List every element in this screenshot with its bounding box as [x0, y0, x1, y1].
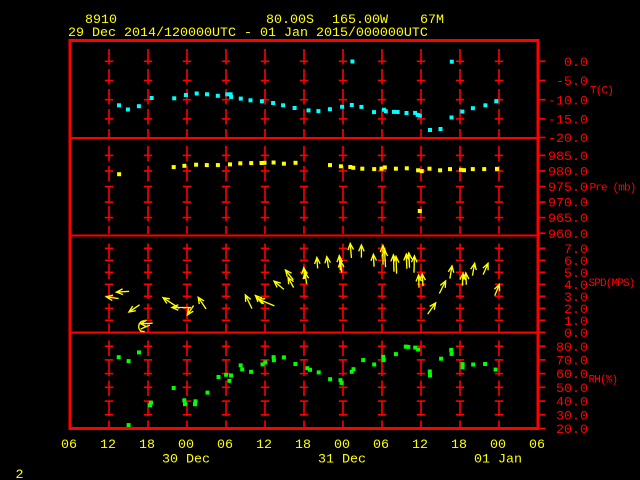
- svg-text:80.00S: 80.00S: [266, 13, 314, 28]
- svg-text:18: 18: [451, 438, 467, 453]
- svg-text:00: 00: [334, 438, 350, 453]
- svg-text:Pre (mb): Pre (mb): [590, 182, 636, 194]
- svg-text:12: 12: [256, 438, 272, 453]
- svg-text:40.0: 40.0: [556, 396, 588, 411]
- svg-text:960.0: 960.0: [548, 228, 588, 243]
- svg-text:0.0: 0.0: [564, 56, 588, 71]
- svg-text:80.0: 80.0: [556, 341, 588, 356]
- svg-text:31 Dec: 31 Dec: [318, 452, 366, 467]
- svg-text:-5.0: -5.0: [556, 75, 588, 90]
- svg-text:980.0: 980.0: [548, 166, 588, 181]
- svg-text:06: 06: [217, 438, 233, 453]
- svg-text:975.0: 975.0: [548, 181, 588, 196]
- svg-text:06: 06: [529, 438, 545, 453]
- svg-text:18: 18: [295, 438, 311, 453]
- svg-text:00: 00: [178, 438, 194, 453]
- svg-text:3.0: 3.0: [564, 291, 588, 306]
- svg-text:-10.0: -10.0: [548, 94, 588, 109]
- svg-text:30 Dec: 30 Dec: [162, 452, 210, 467]
- svg-text:165.00W: 165.00W: [332, 13, 388, 28]
- svg-text:985.0: 985.0: [548, 150, 588, 165]
- svg-text:06: 06: [373, 438, 389, 453]
- svg-text:2.0: 2.0: [564, 303, 588, 318]
- svg-text:60.0: 60.0: [556, 368, 588, 383]
- svg-text:67M: 67M: [420, 13, 444, 28]
- svg-text:0.0: 0.0: [564, 327, 588, 342]
- svg-text:-15.0: -15.0: [548, 114, 588, 129]
- svg-text:20.0: 20.0: [556, 423, 588, 438]
- svg-text:12: 12: [412, 438, 428, 453]
- svg-text:29 Dec 2014/120000UTC - 01 Jan: 29 Dec 2014/120000UTC - 01 Jan 2015/0000…: [68, 26, 428, 41]
- svg-text:06: 06: [61, 438, 77, 453]
- svg-text:970.0: 970.0: [548, 197, 588, 212]
- svg-text:30.0: 30.0: [556, 409, 588, 424]
- svg-text:5.0: 5.0: [564, 267, 588, 282]
- svg-text:T(C): T(C): [590, 86, 613, 98]
- svg-text:00: 00: [490, 438, 506, 453]
- svg-text:RH(%): RH(%): [589, 375, 618, 387]
- svg-text:01 Jan: 01 Jan: [474, 452, 522, 467]
- svg-text:8910: 8910: [85, 13, 117, 28]
- svg-text:4.0: 4.0: [564, 279, 588, 294]
- svg-text:2: 2: [16, 468, 24, 480]
- svg-text:965.0: 965.0: [548, 212, 588, 227]
- svg-text:50.0: 50.0: [556, 382, 588, 397]
- svg-text:6.0: 6.0: [564, 255, 588, 270]
- svg-text:70.0: 70.0: [556, 355, 588, 370]
- svg-text:1.0: 1.0: [564, 315, 588, 330]
- svg-text:-20.0: -20.0: [548, 132, 588, 147]
- svg-text:7.0: 7.0: [564, 243, 588, 258]
- svg-text:SPD(MPS): SPD(MPS): [589, 278, 635, 290]
- svg-text:12: 12: [100, 438, 116, 453]
- svg-text:18: 18: [139, 438, 155, 453]
